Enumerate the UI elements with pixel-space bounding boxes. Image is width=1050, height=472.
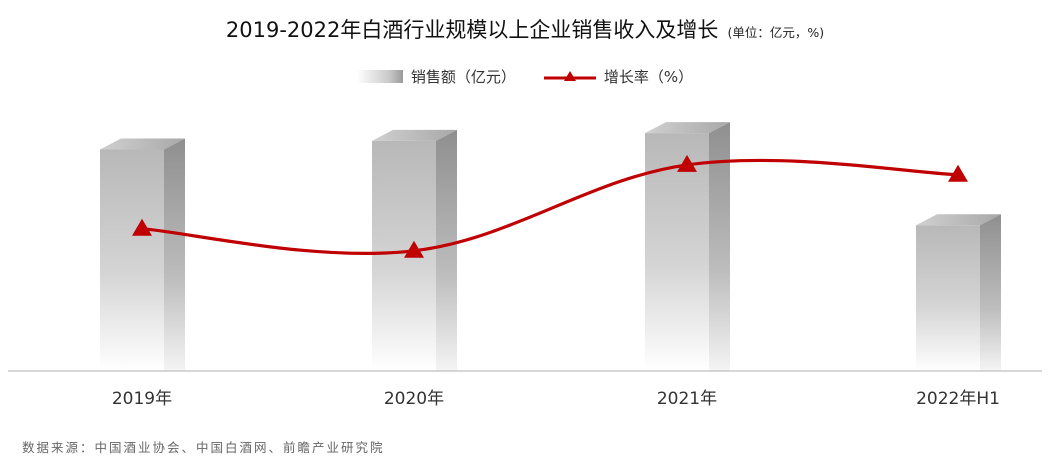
legend-growth-label: 增长率（%）: [603, 68, 694, 86]
chart-title: 2019-2022年白酒行业规模以上企业销售收入及增长: [225, 18, 719, 42]
growth-point-3: [948, 164, 968, 182]
growth-point-1: [404, 240, 424, 258]
legend-sales-label: 销售额（亿元）: [410, 68, 516, 86]
growth-point-2: [677, 154, 697, 172]
chart-unit: (单位：亿元，%): [727, 25, 825, 40]
x-tick-label-0: 2019年: [112, 389, 172, 409]
chart-legend: 销售额（亿元） 增长率（%）: [0, 66, 1050, 87]
data-source: 数据来源：中国酒业协会、中国白酒网、前瞻产业研究院: [22, 440, 385, 455]
legend-line-swatch: [543, 70, 596, 81]
x-tick-label-1: 2020年: [384, 389, 444, 409]
growth-line: [140, 158, 960, 255]
chart-title-row: 2019-2022年白酒行业规模以上企业销售收入及增长 (单位：亿元，%): [0, 14, 1050, 44]
bar-0: [100, 138, 185, 371]
bar-2: [645, 122, 730, 371]
x-tick-label-3: 2022年H1: [916, 389, 1000, 409]
bar-1: [372, 129, 457, 371]
legend-item-growth: 增长率（%）: [543, 66, 694, 87]
growth-point-0: [132, 218, 152, 236]
legend-item-sales: 销售额（亿元）: [356, 66, 516, 87]
legend-bar-swatch: [356, 70, 403, 83]
x-tick-label-2: 2021年: [657, 389, 717, 409]
bar-3: [916, 214, 1001, 371]
